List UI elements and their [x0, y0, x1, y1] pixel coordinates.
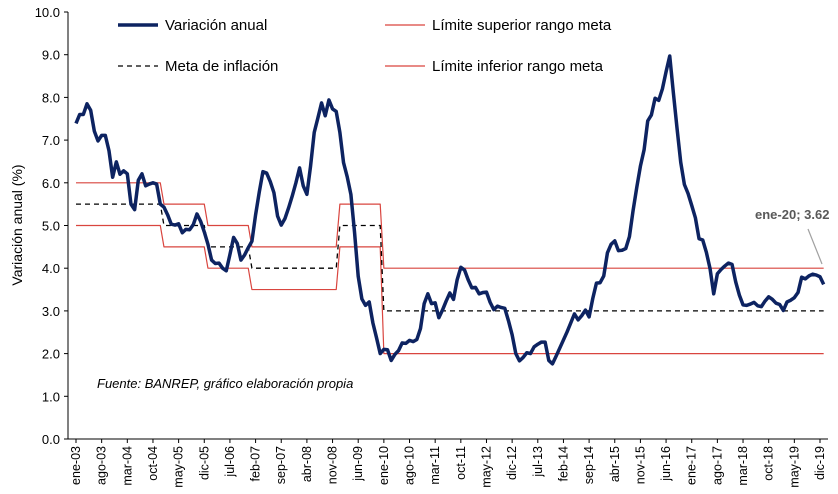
x-tick-label: ene-17	[685, 446, 699, 485]
x-tick-label: jul-13	[531, 446, 545, 478]
x-tick-label: ago-17	[710, 446, 724, 485]
x-tick-label: nov-08	[326, 446, 340, 484]
x-tick-label: mar-11	[428, 446, 442, 485]
series-line	[74, 54, 826, 366]
x-tick-label: dic-12	[505, 446, 519, 480]
x-tick-label: nov-15	[633, 446, 647, 484]
y-tick-label: 3.0	[42, 304, 60, 319]
legend-label: Meta de inflación	[165, 58, 278, 75]
y-tick-label: 8.0	[42, 90, 60, 105]
y-tick-label: 2.0	[42, 347, 60, 362]
x-tick-label: mar-04	[120, 446, 134, 486]
x-tick-label: abr-08	[300, 446, 314, 482]
x-tick-label: oct-18	[762, 446, 776, 481]
y-tick-label: 4.0	[42, 261, 60, 276]
y-tick-label: 6.0	[42, 176, 60, 191]
x-tick-label: ene-03	[69, 446, 83, 485]
plot: 0.0 1.0 2.0 3.0 4.0 5.0 6.0 7.0 8.0 9.0 10.0 ene-03…	[35, 5, 828, 488]
legend-label: Límite superior rango meta	[432, 17, 612, 34]
lines	[74, 54, 826, 366]
x-tick-label: dic-05	[197, 446, 211, 480]
x-tick-label: may-05	[172, 446, 186, 488]
x-tick-label: sep-14	[582, 446, 596, 484]
series-line	[76, 224, 824, 355]
x-tick-label: ene-10	[377, 446, 391, 485]
x-tick-label: feb-14	[556, 446, 570, 481]
x-tick-label: dic-19	[813, 446, 827, 480]
x-tick-label: oct-04	[146, 446, 160, 481]
x-tick-label: feb-07	[249, 446, 263, 481]
x-tick-label: ago-03	[95, 446, 109, 485]
x-tick-label: jul-06	[223, 446, 237, 478]
series-line	[76, 182, 824, 269]
x-tick-label: may-12	[479, 446, 493, 488]
x-tick-label: oct-11	[454, 446, 468, 480]
y-tick-label: 10.0	[35, 5, 60, 20]
y-axis-label: Variación anual (%)	[9, 164, 25, 285]
y-tick-label: 1.0	[42, 389, 60, 404]
legend-label: Variación anual	[165, 17, 267, 34]
x-tick-label: jun-09	[351, 446, 365, 482]
y-tick-label: 0.0	[42, 432, 60, 447]
x-tick-label: sep-07	[274, 446, 288, 484]
x-tick-label: jun-16	[659, 446, 673, 482]
x-tick-label: abr-15	[608, 446, 622, 482]
annotation-leader	[807, 228, 823, 265]
x-tick-label: mar-18	[736, 446, 750, 486]
x-tick-label: may-19	[787, 446, 801, 488]
y-tick-label: 7.0	[42, 133, 60, 148]
y-tick-label: 5.0	[42, 219, 60, 234]
source-note: Fuente: BANREP, gráfico elaboración prop…	[97, 376, 353, 391]
y-tick-label: 9.0	[42, 48, 60, 63]
annotation: ene-20; 3.62	[755, 207, 829, 222]
x-tick-label: ago-10	[403, 446, 417, 485]
legend-label: Límite inferior rango meta	[432, 58, 604, 75]
